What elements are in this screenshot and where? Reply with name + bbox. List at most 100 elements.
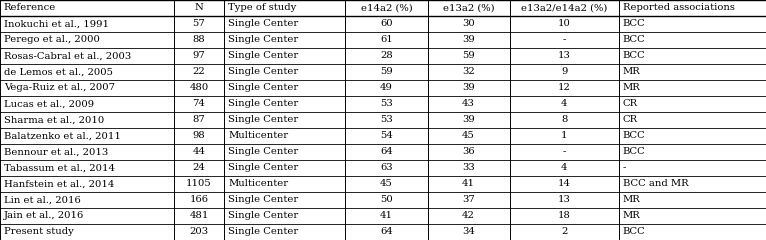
Text: 481: 481 xyxy=(189,211,208,221)
Text: Multicenter: Multicenter xyxy=(228,132,288,140)
Text: Reference: Reference xyxy=(4,4,56,12)
Text: 87: 87 xyxy=(192,115,205,125)
Text: 45: 45 xyxy=(380,180,393,188)
Text: 74: 74 xyxy=(192,100,205,108)
Text: Tabassum et al., 2014: Tabassum et al., 2014 xyxy=(4,163,115,173)
Text: 34: 34 xyxy=(462,228,475,236)
Text: BCC: BCC xyxy=(623,148,646,156)
Text: 97: 97 xyxy=(192,52,205,60)
Text: Type of study: Type of study xyxy=(228,4,296,12)
Text: 59: 59 xyxy=(380,67,393,77)
Text: Lucas et al., 2009: Lucas et al., 2009 xyxy=(4,100,94,108)
Text: BCC: BCC xyxy=(623,132,646,140)
Text: 63: 63 xyxy=(380,163,393,173)
Text: 1105: 1105 xyxy=(186,180,212,188)
Text: 2: 2 xyxy=(561,228,568,236)
Text: Single Center: Single Center xyxy=(228,148,299,156)
Text: 203: 203 xyxy=(189,228,208,236)
Text: Single Center: Single Center xyxy=(228,211,299,221)
Text: CR: CR xyxy=(623,115,638,125)
Text: MR: MR xyxy=(623,84,640,92)
Text: Single Center: Single Center xyxy=(228,36,299,44)
Text: 88: 88 xyxy=(192,36,205,44)
Text: 60: 60 xyxy=(380,19,393,29)
Text: 53: 53 xyxy=(380,100,393,108)
Text: de Lemos et al., 2005: de Lemos et al., 2005 xyxy=(4,67,113,77)
Text: 64: 64 xyxy=(380,228,393,236)
Text: 166: 166 xyxy=(189,196,208,204)
Text: 24: 24 xyxy=(192,163,205,173)
Text: Reported associations: Reported associations xyxy=(623,4,735,12)
Text: Single Center: Single Center xyxy=(228,84,299,92)
Text: 1: 1 xyxy=(561,132,568,140)
Text: e14a2 (%): e14a2 (%) xyxy=(361,4,412,12)
Text: 30: 30 xyxy=(462,19,475,29)
Text: MR: MR xyxy=(623,196,640,204)
Text: Inokuchi et al., 1991: Inokuchi et al., 1991 xyxy=(4,19,109,29)
Text: 49: 49 xyxy=(380,84,393,92)
Text: 98: 98 xyxy=(192,132,205,140)
Text: 54: 54 xyxy=(380,132,393,140)
Text: Hanfstein et al., 2014: Hanfstein et al., 2014 xyxy=(4,180,114,188)
Text: Bennour et al., 2013: Bennour et al., 2013 xyxy=(4,148,108,156)
Text: 4: 4 xyxy=(561,163,568,173)
Text: Single Center: Single Center xyxy=(228,228,299,236)
Text: Single Center: Single Center xyxy=(228,163,299,173)
Text: 13: 13 xyxy=(558,196,571,204)
Text: Rosas-Cabral et al., 2003: Rosas-Cabral et al., 2003 xyxy=(4,52,131,60)
Text: 32: 32 xyxy=(462,67,475,77)
Text: -: - xyxy=(623,163,627,173)
Text: 12: 12 xyxy=(558,84,571,92)
Text: 8: 8 xyxy=(561,115,568,125)
Text: 28: 28 xyxy=(380,52,393,60)
Text: 39: 39 xyxy=(462,84,475,92)
Text: Single Center: Single Center xyxy=(228,196,299,204)
Text: 39: 39 xyxy=(462,36,475,44)
Text: BCC: BCC xyxy=(623,19,646,29)
Text: Single Center: Single Center xyxy=(228,19,299,29)
Text: Lin et al., 2016: Lin et al., 2016 xyxy=(4,196,80,204)
Text: 57: 57 xyxy=(192,19,205,29)
Text: 14: 14 xyxy=(558,180,571,188)
Text: MR: MR xyxy=(623,211,640,221)
Text: 4: 4 xyxy=(561,100,568,108)
Text: 41: 41 xyxy=(380,211,393,221)
Text: BCC and MR: BCC and MR xyxy=(623,180,689,188)
Text: BCC: BCC xyxy=(623,228,646,236)
Text: 44: 44 xyxy=(192,148,205,156)
Text: 53: 53 xyxy=(380,115,393,125)
Text: BCC: BCC xyxy=(623,36,646,44)
Text: CR: CR xyxy=(623,100,638,108)
Text: 61: 61 xyxy=(380,36,393,44)
Text: 10: 10 xyxy=(558,19,571,29)
Text: Present study: Present study xyxy=(4,228,74,236)
Text: Single Center: Single Center xyxy=(228,52,299,60)
Text: 18: 18 xyxy=(558,211,571,221)
Text: Single Center: Single Center xyxy=(228,100,299,108)
Text: 37: 37 xyxy=(462,196,475,204)
Text: 64: 64 xyxy=(380,148,393,156)
Text: 50: 50 xyxy=(380,196,393,204)
Text: Multicenter: Multicenter xyxy=(228,180,288,188)
Text: 9: 9 xyxy=(561,67,568,77)
Text: 480: 480 xyxy=(189,84,208,92)
Text: Balatzenko et al., 2011: Balatzenko et al., 2011 xyxy=(4,132,121,140)
Text: 39: 39 xyxy=(462,115,475,125)
Text: 36: 36 xyxy=(462,148,475,156)
Text: N: N xyxy=(195,4,203,12)
Text: BCC: BCC xyxy=(623,52,646,60)
Text: Jain et al., 2016: Jain et al., 2016 xyxy=(4,211,84,221)
Text: 59: 59 xyxy=(462,52,475,60)
Text: Perego et al., 2000: Perego et al., 2000 xyxy=(4,36,100,44)
Text: Sharma et al., 2010: Sharma et al., 2010 xyxy=(4,115,104,125)
Text: -: - xyxy=(563,36,566,44)
Text: 13: 13 xyxy=(558,52,571,60)
Text: MR: MR xyxy=(623,67,640,77)
Text: 43: 43 xyxy=(462,100,475,108)
Text: e13a2 (%): e13a2 (%) xyxy=(443,4,494,12)
Text: e13a2/e14a2 (%): e13a2/e14a2 (%) xyxy=(521,4,607,12)
Text: Vega-Ruiz et al., 2007: Vega-Ruiz et al., 2007 xyxy=(4,84,115,92)
Text: Single Center: Single Center xyxy=(228,67,299,77)
Text: Single Center: Single Center xyxy=(228,115,299,125)
Text: 45: 45 xyxy=(462,132,475,140)
